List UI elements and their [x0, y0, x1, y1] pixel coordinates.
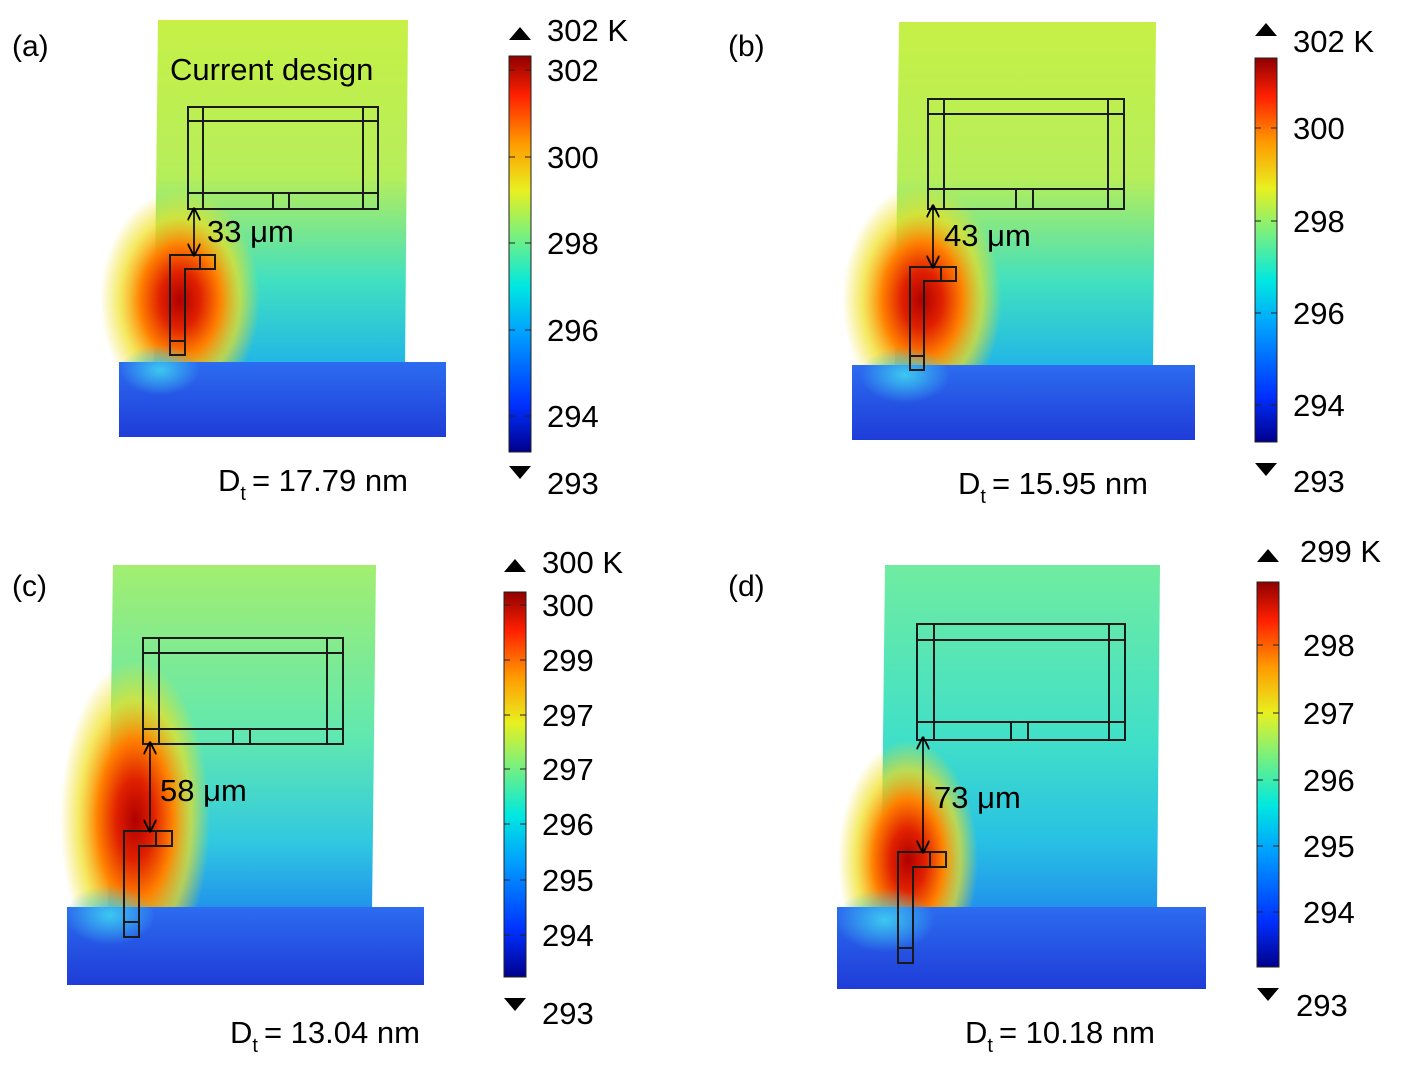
panel-a-label: (a): [12, 30, 49, 63]
colorbar-tick-label: 294: [547, 399, 599, 434]
colorbar-tick-label: 296: [547, 313, 599, 348]
panel-c-label: (c): [12, 570, 47, 603]
panel-b-dt-label: Dt = 15.95 nm: [958, 466, 1148, 508]
panel-d-heater-outline: [897, 851, 947, 964]
panel-b-heater-outline: [909, 266, 957, 371]
colorbar-tick-label: 296: [1303, 763, 1355, 798]
colorbar-tick-label: 302: [547, 53, 599, 88]
colorbar-tick-label: 294: [1303, 895, 1355, 930]
colorbar-tick-label: 297: [542, 752, 594, 787]
panel-a-annotation: Current design: [170, 52, 373, 87]
colorbar-min-label: 293: [1296, 988, 1348, 1023]
colorbar-tick-label: 300: [542, 588, 594, 623]
colorbar-tick-label: 294: [542, 918, 594, 953]
panel-a-heatmap: [100, 20, 446, 437]
colorbar-tick-label: 298: [547, 226, 599, 261]
panel-a: (a) Current design 33 μm Dt = 17.79: [12, 13, 628, 505]
colorbar-min-arrow-icon: [504, 998, 526, 1011]
panel-c-distance-label: 58 μm: [160, 773, 247, 808]
panel-a-colorbar: 302 K 302 300 298 296 294 293: [508, 13, 628, 501]
colorbar-tick-label: 294: [1293, 388, 1345, 423]
colorbar-min-label: 293: [542, 996, 594, 1031]
colorbar-tick-label: 300: [1293, 111, 1345, 146]
panel-c: (c) 58 μm Dt = 13.04 nm: [12, 545, 623, 1057]
colorbar-tick-label: 295: [1303, 829, 1355, 864]
panel-d-dt-label: Dt = 10.18 nm: [965, 1015, 1155, 1057]
colorbar-max-label: 299 K: [1300, 534, 1381, 569]
panel-b-colorbar: 302 K 300 298 296 294 293: [1254, 23, 1374, 499]
panel-a-heater-outline: [169, 254, 216, 356]
colorbar-gradient: [508, 55, 532, 453]
panel-d-sensor-outline: [916, 623, 1126, 741]
panel-a-distance-label: 33 μm: [207, 214, 294, 249]
panel-b-sensor-outline: [927, 98, 1125, 210]
colorbar-max-label: 300 K: [542, 545, 623, 580]
panel-c-colorbar: 300 K 300 299 297 297 296 295 294 293: [503, 545, 623, 1031]
colorbar-gradient: [1254, 57, 1278, 443]
colorbar-tick-label: 296: [1293, 296, 1345, 331]
panel-d-colorbar: 299 K 298 297 296 295 294 293: [1256, 534, 1381, 1023]
colorbar-tick-label: 298: [1303, 628, 1355, 663]
colorbar-max-arrow-icon: [1257, 549, 1279, 562]
colorbar-max-label: 302 K: [547, 13, 628, 48]
panel-c-heater-outline: [123, 830, 173, 938]
panel-a-sensor-outline: [187, 106, 379, 210]
colorbar-tick-label: 297: [1303, 696, 1355, 731]
colorbar-max-label: 302 K: [1293, 24, 1374, 59]
colorbar-max-arrow-icon: [504, 559, 526, 572]
panel-d-heatmap: [835, 565, 1206, 989]
panel-b-label: (b): [728, 30, 765, 63]
colorbar-tick-label: 300: [547, 140, 599, 175]
panel-b-heatmap: [842, 22, 1195, 440]
colorbar-min-label: 293: [1293, 464, 1345, 499]
colorbar-min-arrow-icon: [509, 466, 531, 479]
panel-d-distance-label: 73 μm: [934, 780, 1021, 815]
panel-c-heatmap: [60, 565, 424, 985]
colorbar-min-label: 293: [547, 466, 599, 501]
colorbar-gradient: [1256, 581, 1280, 968]
panel-c-sensor-outline: [142, 637, 344, 745]
panel-b-distance-label: 43 μm: [944, 218, 1031, 253]
colorbar-min-arrow-icon: [1255, 463, 1277, 476]
colorbar-max-arrow-icon: [1255, 23, 1277, 36]
colorbar-max-arrow-icon: [509, 27, 531, 40]
panel-d-label: (d): [728, 570, 765, 603]
colorbar-tick-label: 298: [1293, 204, 1345, 239]
panel-a-dt-label: Dt = 17.79 nm: [218, 463, 408, 505]
colorbar-gradient: [503, 591, 527, 978]
panel-b: (b) 43 μm Dt = 15.95 nm: [728, 22, 1374, 508]
colorbar-tick-label: 299: [542, 643, 594, 678]
colorbar-min-arrow-icon: [1257, 988, 1279, 1001]
colorbar-tick-label: 295: [542, 863, 594, 898]
panel-c-dt-label: Dt = 13.04 nm: [230, 1015, 420, 1057]
colorbar-tick-label: 296: [542, 807, 594, 842]
colorbar-tick-label: 297: [542, 698, 594, 733]
panel-d: (d) 73 μm Dt = 10.18 nm: [728, 534, 1381, 1057]
